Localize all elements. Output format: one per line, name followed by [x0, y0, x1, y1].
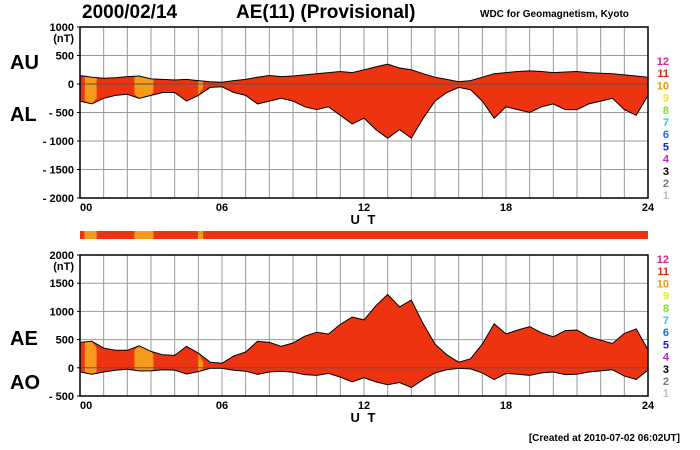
x-tick-label: 12	[358, 202, 370, 214]
y-tick-label: - 500	[49, 391, 74, 403]
chart-date-title: 2000/02/14	[82, 2, 178, 23]
y-unit-label: (nT)	[53, 261, 74, 273]
al-series-line	[79, 86, 649, 139]
activity-strip-segment	[80, 231, 85, 239]
chart-index-title: AE(11) (Provisional)	[236, 2, 416, 23]
x-tick-label: 00	[80, 400, 92, 412]
bottom-legend-level-10: 10	[657, 278, 669, 290]
activity-strip-segment	[153, 231, 199, 239]
x-tick-label: 00	[80, 202, 92, 214]
top-legend-level-7: 7	[663, 117, 669, 129]
bottom-legend-level-2: 2	[663, 376, 669, 388]
ae-series-line	[79, 293, 649, 364]
activity-strip-segment	[198, 231, 204, 239]
top-legend-level-8: 8	[663, 105, 669, 117]
al-side-label: AL	[10, 104, 37, 126]
y-tick-label: 1000	[50, 306, 74, 318]
x-tick-label: 06	[216, 202, 228, 214]
activity-strip-segment	[96, 231, 135, 239]
low-activity-band-fill	[198, 353, 204, 372]
top-legend-level-2: 2	[663, 178, 669, 190]
au-side-label: AU	[10, 52, 39, 74]
y-tick-label: 500	[56, 51, 74, 63]
activity-strip-segment	[203, 231, 649, 239]
activity-strip-segment	[134, 231, 154, 239]
y-tick-label: 0	[68, 79, 74, 91]
x-tick-label: 24	[642, 202, 655, 214]
top-legend-level-1: 1	[663, 190, 669, 202]
bottom-legend-level-12: 12	[657, 254, 669, 266]
y-tick-label: - 500	[49, 108, 74, 120]
data-source-label: WDC for Geomagnetism, Kyoto	[480, 9, 629, 20]
bottom-legend-level-5: 5	[663, 339, 669, 351]
top-legend-level-12: 12	[657, 56, 669, 68]
x-tick-label: 12	[358, 400, 370, 412]
top-legend-level-6: 6	[663, 129, 669, 141]
y-tick-label: - 1000	[43, 136, 74, 148]
y-tick-label: 0	[68, 363, 74, 375]
x-tick-label: 18	[500, 202, 512, 214]
ao-series-line	[79, 367, 649, 389]
bottom-legend-level-3: 3	[663, 364, 669, 376]
top-legend-level-4: 4	[663, 154, 670, 166]
y-tick-label: 2000	[50, 250, 74, 262]
bottom-legend-level-6: 6	[663, 327, 669, 339]
x-axis-label: U T	[351, 410, 378, 425]
bottom-legend-level-7: 7	[663, 315, 669, 327]
x-tick-label: 18	[500, 400, 512, 412]
bottom-legend-level-8: 8	[663, 303, 669, 315]
top-legend-level-9: 9	[663, 93, 669, 105]
low-activity-band-fill	[134, 345, 154, 371]
ao-side-label: AO	[10, 372, 40, 394]
y-unit-label: (nT)	[53, 33, 74, 45]
y-tick-label: - 1500	[43, 165, 74, 177]
x-tick-label: 06	[216, 400, 228, 412]
x-tick-label: 24	[642, 400, 655, 412]
activity-band-fill	[80, 294, 648, 388]
activity-strip-segment	[84, 231, 97, 239]
y-tick-label: 1000	[50, 22, 74, 34]
au-series-line	[79, 63, 649, 83]
created-timestamp: [Created at 2010-07-02 06:02UT]	[528, 433, 680, 444]
low-activity-band-fill	[84, 341, 97, 375]
bottom-legend-level-4: 4	[663, 352, 670, 364]
top-legend-level-10: 10	[657, 80, 669, 92]
bottom-legend-level-9: 9	[663, 291, 669, 303]
y-tick-label: 500	[56, 335, 74, 347]
y-tick-label: - 2000	[43, 193, 74, 205]
y-tick-label: 1500	[50, 278, 74, 290]
bottom-legend-level-11: 11	[657, 266, 669, 278]
bottom-legend-level-1: 1	[663, 388, 669, 400]
top-legend-level-3: 3	[663, 166, 669, 178]
low-activity-band-fill	[134, 76, 154, 99]
top-legend-level-5: 5	[663, 141, 669, 153]
ae-side-label: AE	[10, 328, 38, 350]
ae-ao-panel	[77, 254, 649, 397]
top-legend-level-11: 11	[657, 68, 669, 80]
au-al-panel	[77, 26, 649, 199]
x-axis-label: U T	[351, 212, 378, 227]
low-activity-band-fill	[84, 75, 97, 104]
plot-frame	[79, 254, 649, 397]
